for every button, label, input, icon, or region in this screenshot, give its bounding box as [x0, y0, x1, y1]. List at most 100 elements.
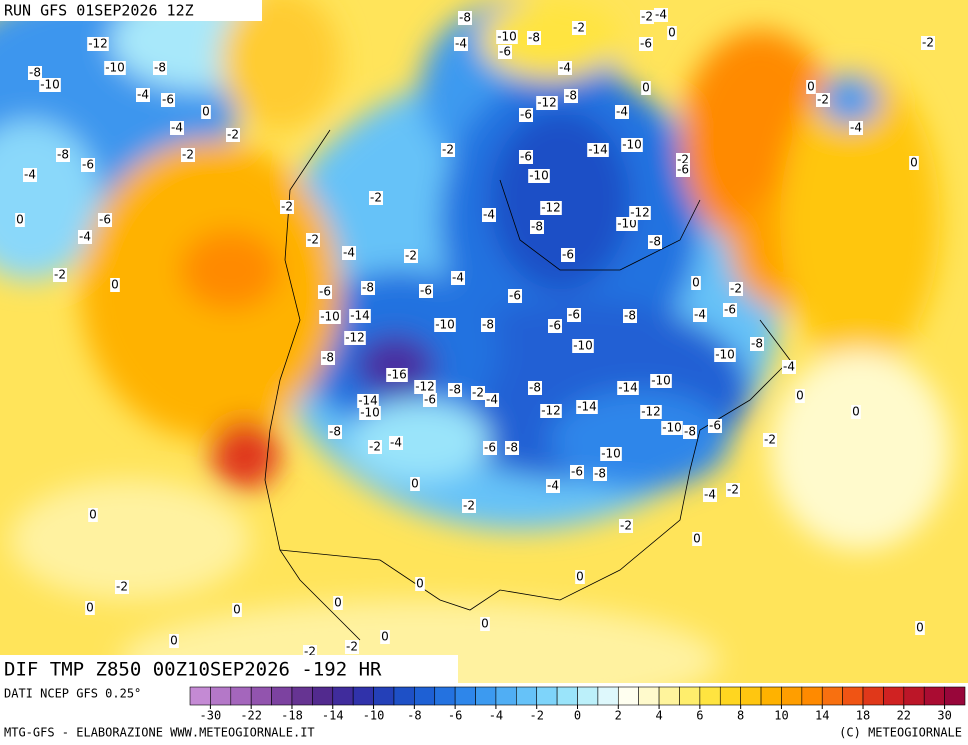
contour-label: -2 — [281, 200, 293, 214]
contour-label: -2 — [620, 519, 632, 533]
contour-label: -2 — [369, 440, 381, 454]
contour-label-box — [434, 318, 456, 332]
contour-label-box — [153, 61, 167, 75]
contour-label: -2 — [116, 580, 128, 594]
contour-label: -8 — [449, 383, 461, 397]
color-box — [842, 686, 864, 706]
contour-label-box — [641, 81, 651, 95]
contour-label-box — [349, 309, 371, 323]
contour-label-box — [621, 138, 643, 152]
contour-label: -14 — [358, 394, 378, 408]
contour-label-box — [389, 436, 403, 450]
contour-label-box — [483, 441, 497, 455]
contour-label: -10 — [622, 138, 642, 152]
tick-label: -10 — [363, 709, 385, 723]
color-box — [454, 686, 476, 706]
tick-label: -18 — [281, 709, 303, 723]
contour-label: 0 — [202, 105, 210, 119]
contour-label: -8 — [649, 235, 661, 249]
contour-label-box — [729, 282, 743, 296]
contour-label-box — [85, 601, 95, 615]
contour-label: -4 — [704, 488, 716, 502]
contour-label-box — [28, 66, 42, 80]
contour-label-box — [616, 217, 638, 231]
contour-label: 0 — [233, 603, 241, 617]
contour-label-box — [528, 169, 550, 183]
contour-label-box — [654, 8, 668, 22]
contour-label: 0 — [86, 601, 94, 615]
contour-label-box — [480, 617, 490, 631]
contour-label: 0 — [481, 617, 489, 631]
contour-label-box — [169, 634, 179, 648]
contour-label: -8 — [684, 425, 696, 439]
contour-label-box — [692, 532, 702, 546]
tick-label: 22 — [897, 709, 911, 723]
contour-label: -2 — [764, 433, 776, 447]
contour-label: -4 — [694, 308, 706, 322]
contour-label-box — [333, 596, 343, 610]
contour-label: -12 — [415, 380, 435, 394]
contour-label-box — [415, 577, 425, 591]
tick-label: -22 — [240, 709, 262, 723]
contour-label-box — [319, 310, 341, 324]
contour-label: -2 — [641, 10, 653, 24]
contour-label-box — [600, 447, 622, 461]
tick-label: 0 — [574, 709, 581, 723]
contour-label-box — [763, 433, 777, 447]
tick-label: -2 — [529, 709, 543, 723]
contour-label: -8 — [506, 441, 518, 455]
contour-label: -6 — [484, 441, 496, 455]
colorbar: -30 -22 -18 -14 -10 -8 -6 -4 -2 0 2 4 6 8 10 14 18 22 30 — [189, 686, 966, 723]
tick-label: 6 — [696, 709, 703, 723]
contour-label: -12 — [537, 96, 557, 110]
contour-label-box — [528, 381, 542, 395]
color-box — [923, 686, 945, 706]
contour-label-box — [593, 467, 607, 481]
tick-label: -8 — [407, 709, 421, 723]
contour-label-box — [806, 80, 816, 94]
contour-label: 0 — [411, 477, 419, 491]
contour-label-box — [471, 386, 485, 400]
contour-label: -4 — [547, 479, 559, 493]
color-box — [862, 686, 884, 706]
contour-label-box — [361, 281, 375, 295]
tick-label: -4 — [489, 709, 503, 723]
contour-label-box — [88, 508, 98, 522]
contour-label: -4 — [390, 436, 402, 450]
contour-label: -10 — [651, 374, 671, 388]
contour-label-box — [81, 158, 95, 172]
contour-label-box — [683, 425, 697, 439]
contour-label-box — [619, 519, 633, 533]
contour-label-box — [548, 319, 562, 333]
contour-label-box — [441, 143, 455, 157]
contour-label: -6 — [571, 465, 583, 479]
contour-label: -4 — [486, 393, 498, 407]
contour-label: 0 — [807, 80, 815, 94]
contour-label-box — [676, 163, 690, 177]
contour-label-box — [617, 381, 639, 395]
contour-label-box — [726, 483, 740, 497]
tick-label: 10 — [774, 709, 788, 723]
contour-label: -6 — [562, 248, 574, 262]
contour-label-box — [575, 570, 585, 584]
contour-label-box — [451, 271, 465, 285]
contour-label-box — [693, 308, 707, 322]
contour-label-box — [56, 148, 70, 162]
contour-label: -10 — [435, 318, 455, 332]
contour-label: -6 — [82, 158, 94, 172]
contour-label-box — [161, 93, 175, 107]
contour-label-box — [368, 440, 382, 454]
color-box — [291, 686, 313, 706]
color-box — [332, 686, 354, 706]
tick-label: 2 — [615, 709, 622, 723]
contour-label: -4 — [483, 208, 495, 222]
contour-label-box — [110, 278, 120, 292]
contour-label: 0 — [170, 634, 178, 648]
color-box — [352, 686, 374, 706]
contour-label: -2 — [817, 93, 829, 107]
contour-label-box — [650, 374, 672, 388]
contour-label-box — [419, 284, 433, 298]
contour-label-box — [485, 393, 499, 407]
contour-label: -2 — [727, 483, 739, 497]
